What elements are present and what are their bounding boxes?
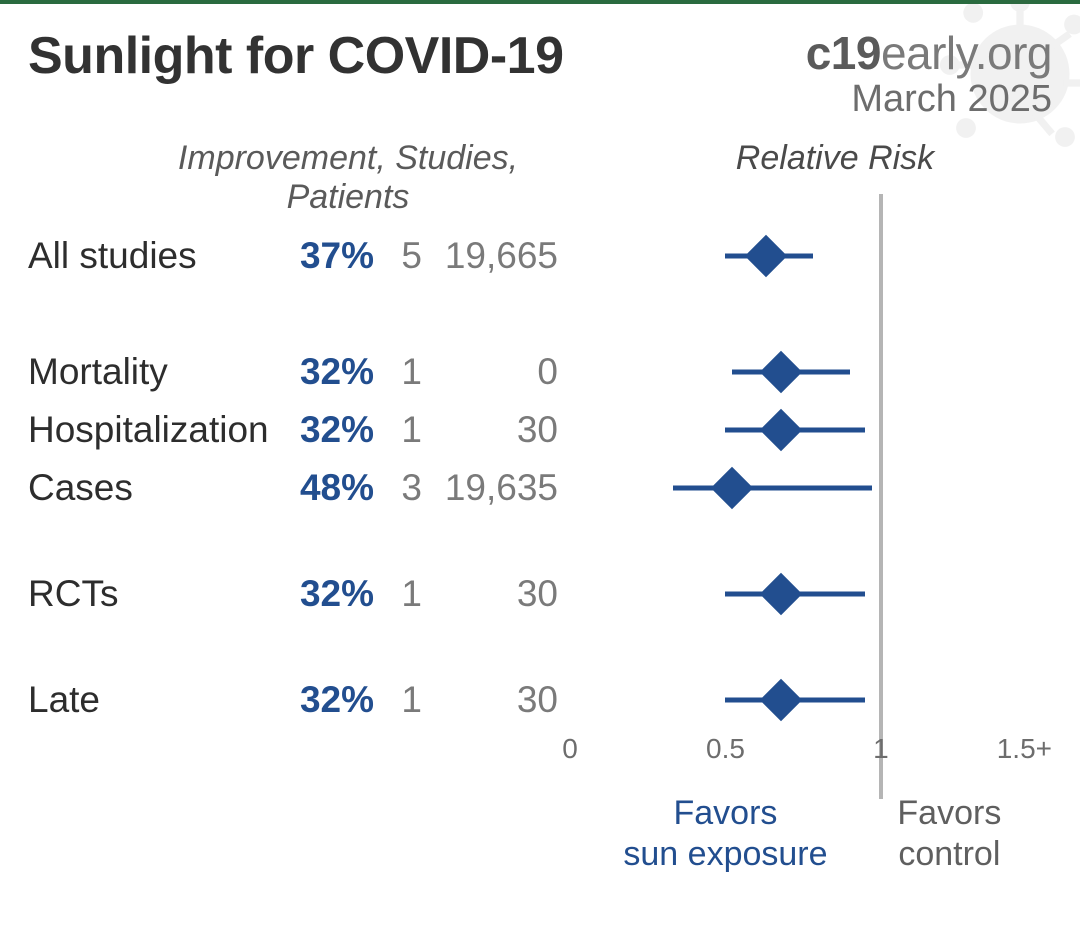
axis-tick: 0 <box>562 733 578 765</box>
row-studies: 1 <box>374 351 422 393</box>
row-studies: 5 <box>374 235 422 277</box>
diamond-icon <box>710 467 752 509</box>
row-patients: 19,665 <box>422 235 558 277</box>
columns-header-right: Relative Risk <box>558 139 1052 217</box>
row-studies: 1 <box>374 409 422 451</box>
forest-row: Late32%130 <box>28 671 1052 729</box>
forest-plot-cell <box>570 401 1052 459</box>
brand-block: c19early.org March 2025 <box>806 26 1052 121</box>
row-label: Mortality <box>28 351 276 393</box>
page-title: Sunlight for COVID-19 <box>28 26 564 86</box>
forest-plot-cell <box>570 565 1052 623</box>
row-patients: 19,635 <box>422 467 558 509</box>
forest-plot-cell <box>570 459 1052 517</box>
row-label: Cases <box>28 467 276 509</box>
diamond-icon <box>760 409 802 451</box>
axis-tick: 0.5 <box>706 733 745 765</box>
row-label: All studies <box>28 235 276 277</box>
columns-header-left: Improvement, Studies, Patients <box>28 139 558 217</box>
row-improvement: 32% <box>276 351 374 393</box>
row-improvement: 32% <box>276 679 374 721</box>
forest-row: RCTs32%130 <box>28 565 1052 623</box>
axis-tick: 1.5+ <box>997 733 1052 765</box>
row-patients: 30 <box>422 679 558 721</box>
x-axis: 00.511.5+ <box>570 733 1052 783</box>
row-patients: 30 <box>422 409 558 451</box>
forest-plot-cell <box>570 343 1052 401</box>
favors-control-label: Favors control <box>897 793 1001 875</box>
row-studies: 1 <box>374 573 422 615</box>
axis-tick: 1 <box>873 733 889 765</box>
forest-plot-cell <box>570 671 1052 729</box>
row-patients: 30 <box>422 573 558 615</box>
ci-line <box>673 486 872 491</box>
row-label: Late <box>28 679 276 721</box>
forest-row: Cases48%319,635 <box>28 459 1052 517</box>
brand-bold: c19 <box>806 27 881 79</box>
row-improvement: 48% <box>276 467 374 509</box>
row-label: RCTs <box>28 573 276 615</box>
row-studies: 3 <box>374 467 422 509</box>
forest-row: Hospitalization32%130 <box>28 401 1052 459</box>
forest-plot-cell <box>570 227 1052 285</box>
favors-treatment-label: Favors sun exposure <box>623 793 827 875</box>
brand-date: March 2025 <box>806 78 1052 121</box>
diamond-icon <box>760 573 802 615</box>
row-label: Hospitalization <box>28 409 276 451</box>
row-patients: 0 <box>422 351 558 393</box>
diamond-icon <box>760 351 802 393</box>
row-improvement: 32% <box>276 409 374 451</box>
forest-row: All studies37%519,665 <box>28 227 1052 285</box>
brand-light: early.org <box>881 27 1052 79</box>
diamond-icon <box>745 235 787 277</box>
row-studies: 1 <box>374 679 422 721</box>
diamond-icon <box>760 679 802 721</box>
row-improvement: 37% <box>276 235 374 277</box>
forest-row: Mortality32%10 <box>28 343 1052 401</box>
row-improvement: 32% <box>276 573 374 615</box>
